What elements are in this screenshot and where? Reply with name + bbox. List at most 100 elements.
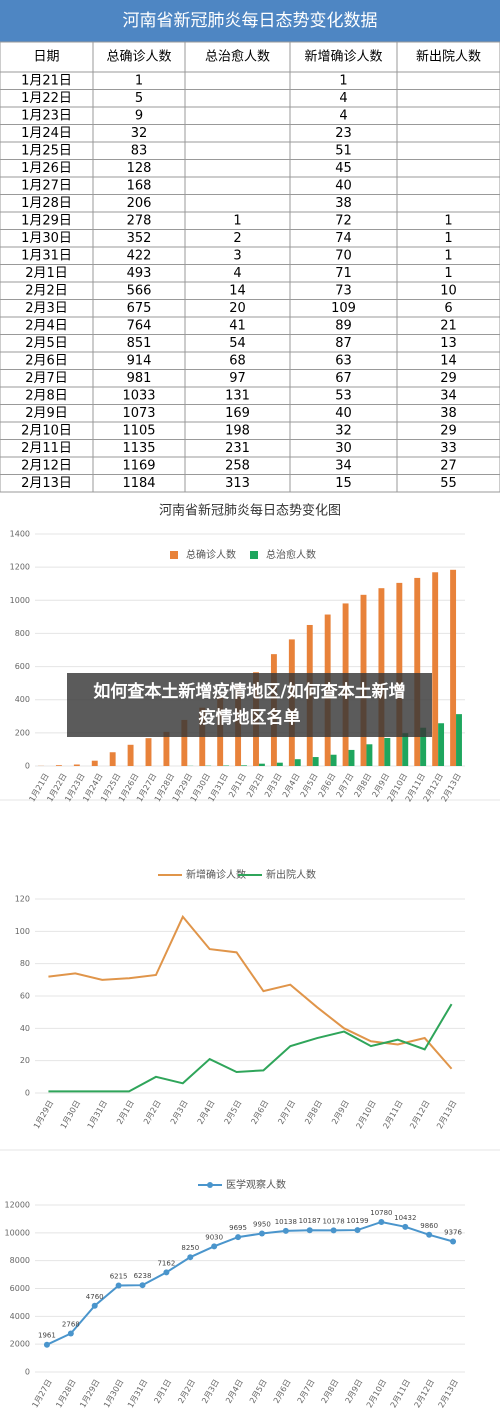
data-label: 10780 — [370, 1209, 392, 1217]
table-cell: 1月26日 — [21, 161, 72, 176]
table-cell: 2月11日 — [21, 441, 72, 456]
table-cell: 6 — [444, 301, 452, 316]
table-cell: 74 — [335, 231, 352, 246]
data-label: 1961 — [38, 1332, 56, 1340]
bar — [145, 738, 152, 766]
x-tick-label: 2月7日 — [296, 1378, 317, 1405]
x-tick-label: 2月2日 — [176, 1378, 197, 1405]
x-tick-label: 2月13日 — [435, 1099, 458, 1131]
table-cell: 45 — [335, 161, 352, 176]
table-cell: 1135 — [122, 441, 155, 456]
table-cell: 30 — [335, 441, 352, 456]
x-tick-label: 2月10日 — [354, 1099, 377, 1131]
table-cell: 2月7日 — [25, 371, 68, 386]
y-tick-label: 0 — [25, 1368, 30, 1377]
table-cell: 1 — [135, 73, 143, 88]
x-tick-label: 2月5日 — [248, 1378, 269, 1405]
marker — [187, 1254, 194, 1261]
table-cell: 764 — [127, 318, 152, 333]
x-tick-label: 2月8日 — [320, 1378, 341, 1405]
table-cell: 914 — [127, 353, 152, 368]
table-cell: 21 — [440, 318, 457, 333]
table-cell: 2月13日 — [21, 476, 72, 491]
x-tick-label: 2月6日 — [249, 1099, 270, 1126]
x-tick-label: 2月8日 — [303, 1099, 324, 1126]
marker — [67, 1330, 74, 1337]
table-cell: 1月24日 — [21, 126, 72, 141]
y-tick-label: 100 — [15, 927, 30, 936]
marker — [115, 1282, 122, 1289]
bar — [420, 727, 427, 766]
table-cell: 1月30日 — [21, 231, 72, 246]
table-cell: 38 — [335, 196, 352, 211]
y-tick-label: 120 — [15, 895, 30, 904]
y-tick-label: 10000 — [5, 1228, 30, 1237]
data-label: 6215 — [110, 1273, 128, 1281]
bar — [366, 744, 373, 766]
table-cell: 131 — [225, 388, 250, 403]
x-tick-label: 2月10日 — [365, 1378, 388, 1410]
table-cell: 2月2日 — [25, 283, 68, 298]
table-cell: 14 — [440, 353, 457, 368]
table-cell: 981 — [127, 371, 152, 386]
legend-swatch — [250, 551, 258, 559]
table-cell: 231 — [225, 441, 250, 456]
table-cell: 40 — [335, 178, 352, 193]
x-tick-label: 2月4日 — [224, 1378, 245, 1405]
table-cell: 71 — [335, 266, 352, 281]
data-label: 2768 — [62, 1320, 80, 1328]
x-tick-label: 2月11日 — [389, 1378, 412, 1410]
bar — [414, 577, 421, 766]
table-cell: 20 — [229, 301, 246, 316]
x-tick-label: 2月1日 — [152, 1378, 173, 1405]
table-cell: 14 — [229, 283, 246, 298]
y-tick-label: 60 — [20, 992, 30, 1001]
table-header: 日期 — [33, 50, 59, 65]
table-cell: 1月29日 — [21, 213, 72, 228]
data-label: 9695 — [229, 1224, 247, 1232]
table-cell: 1 — [444, 248, 452, 263]
marker — [282, 1227, 289, 1234]
marker — [378, 1218, 385, 1225]
data-label: 4760 — [86, 1293, 104, 1301]
table-cell: 15 — [335, 476, 352, 491]
table-cell: 54 — [229, 336, 246, 351]
data-label: 7162 — [157, 1259, 175, 1267]
table-cell: 1033 — [122, 388, 155, 403]
table-header: 新增确诊人数 — [304, 49, 382, 65]
marker — [258, 1230, 265, 1237]
table-cell: 1月22日 — [21, 91, 72, 106]
table-cell: 1月28日 — [21, 196, 72, 211]
table-cell: 51 — [335, 143, 352, 158]
bar — [384, 737, 391, 766]
bar — [258, 763, 265, 766]
table-cell: 83 — [131, 143, 148, 158]
bar — [450, 569, 457, 766]
table-cell: 1073 — [122, 406, 155, 421]
table-cell: 68 — [229, 353, 246, 368]
x-tick-label: 1月29日 — [78, 1378, 101, 1410]
x-tick-label: 1月31日 — [86, 1099, 109, 1131]
table-cell: 675 — [127, 301, 152, 316]
marker — [139, 1282, 146, 1289]
table-cell: 313 — [225, 476, 250, 491]
table-cell: 1月21日 — [21, 73, 72, 88]
table-cell: 2月8日 — [25, 388, 68, 403]
data-label: 10199 — [346, 1217, 368, 1225]
y-tick-label: 0 — [25, 1089, 30, 1098]
data-label: 8250 — [181, 1244, 199, 1252]
table-cell: 89 — [335, 318, 352, 333]
table-cell: 2月9日 — [25, 406, 68, 421]
table-cell: 13 — [440, 336, 457, 351]
table-cell: 1 — [233, 213, 241, 228]
x-tick-label: 2月9日 — [344, 1378, 365, 1405]
y-tick-label: 80 — [20, 959, 30, 968]
bar — [432, 572, 439, 766]
table-cell: 2月4日 — [25, 318, 68, 333]
table-cell: 32 — [131, 126, 148, 141]
data-label: 9376 — [444, 1229, 462, 1237]
x-tick-label: 1月30日 — [59, 1099, 82, 1131]
table-cell: 2月3日 — [25, 301, 68, 316]
table-cell: 198 — [225, 423, 250, 438]
